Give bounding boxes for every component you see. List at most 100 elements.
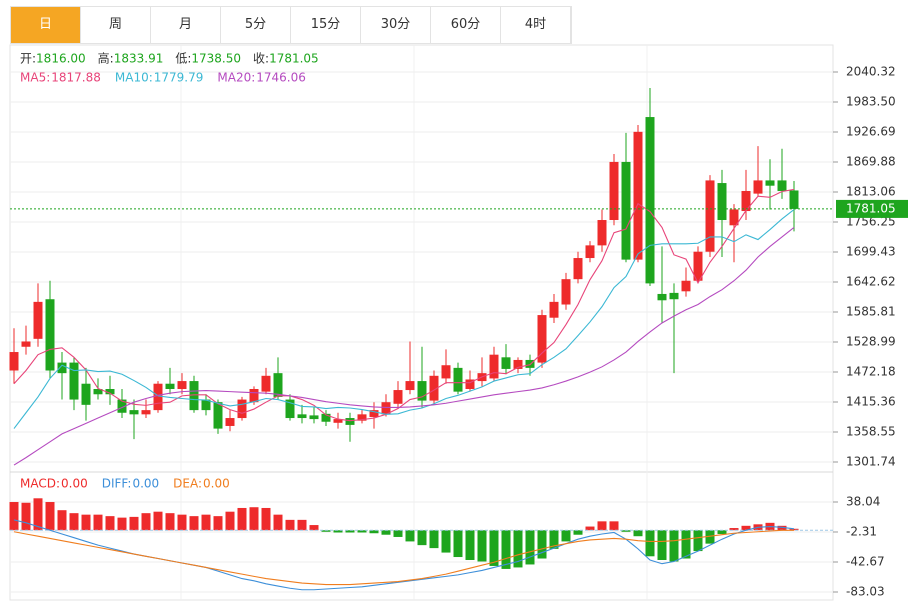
stat-label: 收: <box>253 52 269 66</box>
candle-body <box>309 415 319 420</box>
macd-bar <box>381 530 391 535</box>
macd-bar <box>225 511 235 531</box>
macd-bar <box>741 525 751 531</box>
candle-body <box>657 293 667 301</box>
stat-label: 低: <box>175 52 191 66</box>
period-tab[interactable]: 5分 <box>221 7 291 43</box>
macd-bar <box>573 530 583 535</box>
y-tick-label: 2040.32 <box>846 64 896 78</box>
candle-body <box>777 180 787 191</box>
candle-body <box>105 388 115 395</box>
macd-bar <box>93 514 103 531</box>
macd-bar <box>69 513 79 531</box>
candle-body <box>369 410 379 417</box>
y-tick-label: 1869.88 <box>846 154 896 168</box>
macd-bar <box>501 530 511 569</box>
macd-bar <box>705 530 715 544</box>
candle-body <box>573 258 583 280</box>
legend-value: 1817.88 <box>51 71 101 85</box>
macd-bar <box>633 530 643 537</box>
candle-body <box>261 375 271 392</box>
stat-value: 1816.00 <box>36 52 86 66</box>
macd-bar <box>261 507 271 531</box>
macd-bar <box>693 530 703 552</box>
y-tick-label: 1301.74 <box>846 455 896 469</box>
macd-bar <box>141 513 151 531</box>
legend-value: 0.00 <box>203 477 230 491</box>
macd-bar <box>429 530 439 549</box>
macd-bar <box>621 530 631 532</box>
macd-bar <box>537 530 547 559</box>
candle-body <box>633 131 643 260</box>
candle-body <box>117 399 127 413</box>
candle-body <box>153 383 163 411</box>
candle-body <box>405 381 415 391</box>
period-tab[interactable]: 15分 <box>291 7 361 43</box>
candle-body <box>57 362 67 374</box>
candle-body <box>729 209 739 226</box>
macd-bar <box>477 530 487 562</box>
stat-value: 1738.50 <box>191 52 241 66</box>
frame <box>9 44 834 601</box>
period-tab[interactable]: 30分 <box>361 7 431 43</box>
period-tab[interactable]: 月 <box>151 7 221 43</box>
candle-body <box>273 373 283 397</box>
macd-bar <box>237 507 247 531</box>
y-tick-label: 1415.36 <box>846 395 896 409</box>
macd-bar <box>285 519 295 531</box>
macd-bar <box>57 510 67 531</box>
macd-bar <box>393 530 403 537</box>
macd-bar <box>717 530 727 534</box>
macd-bar <box>597 521 607 531</box>
macd-bar <box>153 511 163 531</box>
period-tab[interactable]: 日 <box>11 7 81 43</box>
last-price-tag <box>836 199 908 218</box>
candle-body <box>753 180 763 194</box>
macd-bar <box>417 530 427 546</box>
macd-bar <box>777 525 787 531</box>
candle-body <box>213 402 223 429</box>
period-tab[interactable]: 60分 <box>431 7 501 43</box>
candle-body <box>693 251 703 281</box>
macd-bar <box>33 498 43 531</box>
macd-bar <box>345 530 355 533</box>
y-tick-label: 1358.55 <box>846 425 896 439</box>
macd-bar <box>321 530 331 532</box>
macd-bar <box>177 514 187 531</box>
macd-bar <box>333 530 343 533</box>
period-tab[interactable]: 4时 <box>501 7 571 43</box>
period-tab[interactable]: 周 <box>81 7 151 43</box>
candle-body <box>321 413 331 422</box>
candle-body <box>201 399 211 411</box>
macd-bar <box>309 525 319 531</box>
macd-bar <box>669 530 679 562</box>
macd-bar <box>489 530 499 566</box>
candle-body <box>465 379 475 389</box>
macd-bar <box>405 530 415 542</box>
legend-value: 1746.06 <box>256 71 306 85</box>
candle-body <box>621 161 631 260</box>
macd-bar <box>9 502 19 531</box>
indicator-line <box>13 188 795 422</box>
candle-body <box>513 359 523 369</box>
candle-body <box>177 381 187 389</box>
macd-bar <box>81 514 91 531</box>
macd-bar <box>681 530 691 559</box>
indicator-line <box>13 529 794 586</box>
candle-body <box>741 190 751 212</box>
macd-bar <box>513 530 523 568</box>
candle-body <box>33 301 43 339</box>
candle-body <box>333 419 343 423</box>
y-tick-label: -83.03 <box>846 584 885 598</box>
candle-body <box>441 365 451 379</box>
macd-bar <box>585 526 595 531</box>
candle-body <box>537 315 547 363</box>
candle-body <box>93 388 103 395</box>
candle-body <box>225 418 235 426</box>
legend-value: 0.00 <box>61 477 88 491</box>
candle-body <box>717 183 727 221</box>
stat-label: 开: <box>20 52 36 66</box>
macd-bar <box>45 502 55 531</box>
candle-body <box>417 381 427 401</box>
